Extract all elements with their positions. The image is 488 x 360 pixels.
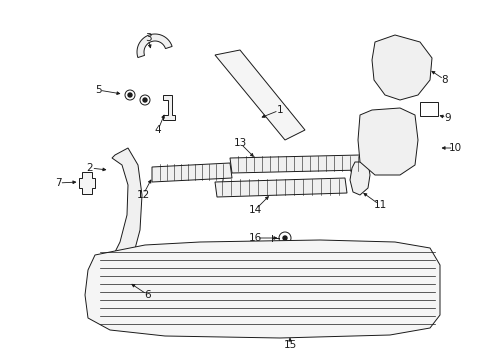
Text: 8: 8 (441, 75, 447, 85)
Text: 10: 10 (447, 143, 461, 153)
Polygon shape (103, 148, 142, 282)
Text: 11: 11 (373, 200, 386, 210)
Text: 7: 7 (55, 178, 61, 188)
Text: 13: 13 (233, 138, 246, 148)
Polygon shape (79, 172, 95, 194)
Text: 14: 14 (248, 205, 261, 215)
Polygon shape (152, 163, 231, 182)
Text: 6: 6 (144, 290, 151, 300)
Polygon shape (163, 95, 175, 120)
Text: 9: 9 (444, 113, 450, 123)
Polygon shape (371, 35, 431, 100)
Text: 3: 3 (144, 33, 151, 43)
Polygon shape (85, 240, 439, 338)
Polygon shape (137, 34, 172, 58)
Text: 4: 4 (154, 125, 161, 135)
Polygon shape (229, 155, 361, 173)
Text: 5: 5 (95, 85, 101, 95)
Circle shape (283, 236, 286, 240)
Polygon shape (357, 108, 417, 175)
Text: 16: 16 (248, 233, 261, 243)
Text: 1: 1 (276, 105, 283, 115)
Polygon shape (215, 178, 346, 197)
Circle shape (128, 93, 132, 97)
Text: 2: 2 (86, 163, 93, 173)
Bar (419, 102, 437, 116)
Circle shape (142, 98, 147, 102)
Text: 12: 12 (136, 190, 149, 200)
Polygon shape (215, 50, 305, 140)
Polygon shape (349, 162, 369, 195)
Polygon shape (118, 265, 138, 292)
Text: 15: 15 (283, 340, 296, 350)
